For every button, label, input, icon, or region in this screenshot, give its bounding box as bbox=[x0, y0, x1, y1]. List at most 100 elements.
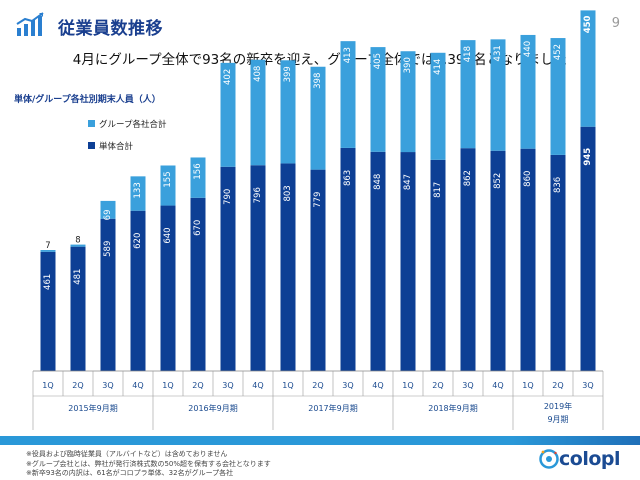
bar-group bbox=[370, 47, 386, 152]
x-tick-label: 3Q bbox=[582, 381, 593, 390]
data-label-group: 440 bbox=[523, 41, 533, 57]
bar-single bbox=[370, 151, 386, 371]
data-label-group: 431 bbox=[493, 45, 503, 61]
x-tick-label: 4Q bbox=[252, 381, 263, 390]
data-label-single: 589 bbox=[103, 241, 113, 257]
colopl-logo: colopl bbox=[539, 448, 621, 470]
data-label-group: 7 bbox=[45, 241, 50, 251]
bar-single bbox=[190, 197, 206, 371]
data-label-group: 418 bbox=[463, 46, 473, 62]
data-label-group: 414 bbox=[433, 59, 443, 75]
data-label-single: 779 bbox=[313, 192, 323, 208]
x-tick-label: 3Q bbox=[102, 381, 113, 390]
footnote: ※新卒93名の内訳は、61名がコロプラ単体、32名がグループ各社 bbox=[26, 469, 234, 477]
bar-single bbox=[580, 126, 596, 371]
data-label-group: 399 bbox=[283, 66, 293, 82]
bar-group bbox=[160, 165, 176, 206]
group-label: 2016年9月期 bbox=[188, 403, 237, 413]
bar-single bbox=[400, 152, 416, 371]
data-label-single: 847 bbox=[403, 174, 413, 190]
group-label: 2015年9月期 bbox=[68, 403, 117, 413]
group-label: 2018年9月期 bbox=[428, 403, 477, 413]
bar-single bbox=[490, 150, 506, 371]
data-label-single: 945 bbox=[583, 148, 593, 166]
data-label-single: 670 bbox=[193, 220, 203, 236]
page-number: 9 bbox=[611, 16, 620, 31]
data-label-group: 398 bbox=[313, 73, 323, 89]
bar-chart-icon bbox=[16, 12, 44, 36]
data-label-single: 817 bbox=[433, 182, 443, 198]
x-tick-label: 1Q bbox=[522, 381, 533, 390]
data-label-single: 620 bbox=[133, 233, 143, 249]
bar-single bbox=[160, 205, 176, 371]
data-label-group: 390 bbox=[403, 57, 413, 73]
x-tick-label: 3Q bbox=[222, 381, 233, 390]
bar-group bbox=[100, 200, 116, 219]
data-label-group: 452 bbox=[553, 44, 563, 60]
bar-group bbox=[280, 60, 296, 164]
footnote: ※役員および臨時従業員（アルバイトなど）は含めておりません bbox=[26, 450, 228, 458]
legend-label-group: グループ各社合計 bbox=[99, 119, 167, 130]
data-label-single: 461 bbox=[43, 274, 53, 290]
bar-single bbox=[70, 246, 86, 371]
data-label-single: 790 bbox=[223, 189, 233, 205]
x-tick-label: 1Q bbox=[282, 381, 293, 390]
data-label-group: 413 bbox=[343, 47, 353, 63]
data-label-group: 156 bbox=[193, 163, 203, 179]
bar-group bbox=[340, 41, 356, 148]
x-tick-label: 1Q bbox=[402, 381, 413, 390]
data-label-single: 836 bbox=[553, 177, 563, 193]
bar-single bbox=[250, 165, 266, 371]
bar-group bbox=[430, 52, 446, 160]
bar-single bbox=[220, 166, 236, 371]
data-label-single: 863 bbox=[343, 170, 353, 186]
footnotes: ※役員および臨時従業員（アルバイトなど）は含めておりません ※グループ会社とは、… bbox=[26, 450, 271, 479]
bar-group bbox=[220, 62, 236, 167]
group-label: 2019年 9月期 bbox=[544, 401, 572, 424]
legend-swatch-single bbox=[88, 142, 95, 149]
group-label: 2017年9月期 bbox=[308, 403, 357, 413]
x-tick-label: 4Q bbox=[372, 381, 383, 390]
legend-label-single: 単体合計 bbox=[99, 141, 134, 152]
bar-group bbox=[490, 39, 506, 151]
x-tick-label: 2Q bbox=[552, 381, 563, 390]
bar-group bbox=[310, 66, 326, 170]
bar-single bbox=[310, 169, 326, 371]
chart-title: 単体/グループ各社別期末人員（人） bbox=[14, 95, 161, 105]
x-tick-label: 3Q bbox=[462, 381, 473, 390]
data-label-group: 408 bbox=[253, 66, 263, 82]
bar-single bbox=[280, 163, 296, 371]
bar-single bbox=[430, 159, 446, 371]
bar-single bbox=[100, 218, 116, 371]
x-tick-label: 2Q bbox=[192, 381, 203, 390]
bar-group bbox=[40, 250, 56, 252]
x-tick-label: 1Q bbox=[162, 381, 173, 390]
data-label-single: 852 bbox=[493, 173, 503, 189]
data-label-single: 803 bbox=[283, 185, 293, 201]
footnote: ※グループ会社とは、弊社が発行済株式数の50%超を保有する会社となります bbox=[26, 459, 271, 468]
bar-single bbox=[130, 210, 146, 371]
bar-group bbox=[190, 157, 206, 198]
bar-group bbox=[250, 59, 266, 166]
x-tick-label: 2Q bbox=[72, 381, 83, 390]
bar-group bbox=[580, 10, 596, 127]
logo-text: colopl bbox=[559, 448, 621, 470]
x-tick-label: 2Q bbox=[312, 381, 323, 390]
data-label-group: 8 bbox=[75, 236, 80, 246]
bar-group bbox=[400, 51, 416, 153]
bar-group bbox=[460, 40, 476, 149]
x-tick-label: 3Q bbox=[342, 381, 353, 390]
data-label-group: 402 bbox=[223, 69, 233, 85]
data-label-single: 848 bbox=[373, 174, 383, 190]
footer-band bbox=[0, 436, 640, 445]
data-label-single: 640 bbox=[163, 227, 173, 243]
data-label-group: 69 bbox=[103, 209, 113, 220]
bar-group bbox=[70, 244, 86, 247]
bar-group bbox=[130, 176, 146, 211]
bar-single bbox=[550, 154, 566, 371]
data-label-single: 796 bbox=[253, 187, 263, 203]
data-label-single: 481 bbox=[73, 269, 83, 285]
data-label-single: 860 bbox=[523, 171, 533, 187]
data-label-group: 155 bbox=[163, 171, 173, 187]
